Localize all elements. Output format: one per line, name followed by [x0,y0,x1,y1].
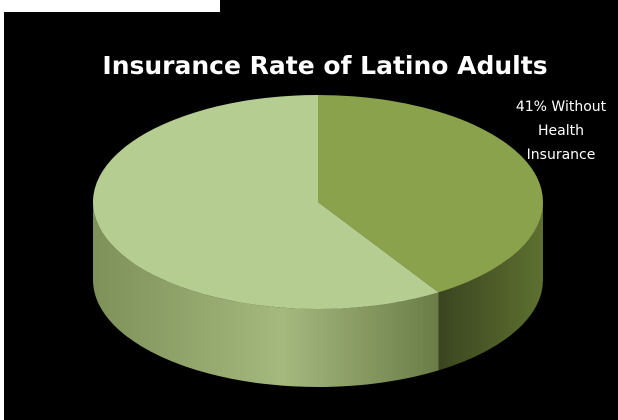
slice-top-insured [92,95,439,309]
data-label-line-3: Insurance [527,147,596,163]
white-corner-tab [0,0,220,12]
white-left-strip [0,0,4,420]
data-label-line-2: Health [538,123,584,139]
chart-title: Insurance Rate of Latino Adults [102,51,547,80]
slice-top-without-insurance [318,95,543,293]
pie-layer [92,95,543,387]
slice-data-label: 41% Without Health Insurance [516,99,607,163]
slice-side-insured [93,202,439,387]
slice-side-without-insurance [438,202,543,371]
data-label-line-1: 41% Without [516,99,607,115]
